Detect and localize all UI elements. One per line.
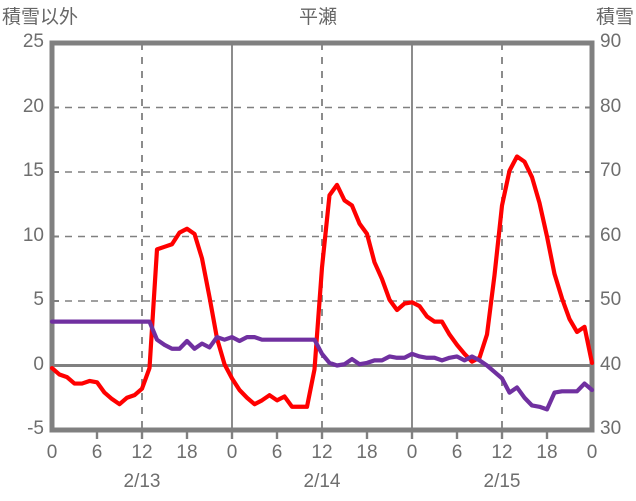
right-axis-title: 積雪 bbox=[595, 7, 634, 28]
x-tick-2: 12 bbox=[131, 442, 153, 463]
y-left-tick--5: -5 bbox=[27, 418, 44, 439]
series-lines-group bbox=[49, 154, 595, 412]
day-label-2-13: 2/13 bbox=[123, 471, 161, 492]
y-left-tick-5: 5 bbox=[33, 289, 44, 310]
x-tick-5: 6 bbox=[271, 442, 283, 463]
x-tick-8: 0 bbox=[406, 442, 418, 463]
y-right-tick-70: 70 bbox=[600, 160, 622, 181]
x-tick-0: 0 bbox=[46, 442, 58, 463]
y-right-tick-80: 80 bbox=[600, 95, 622, 117]
y-left-tick-25: 25 bbox=[22, 31, 44, 52]
x-tick-10: 12 bbox=[491, 442, 513, 463]
chart-title: 平瀬 bbox=[298, 7, 337, 28]
y-left-tick-20: 20 bbox=[22, 95, 44, 117]
x-tick-3: 18 bbox=[176, 442, 198, 463]
x-tick-9: 6 bbox=[451, 442, 463, 463]
day-label-2-14: 2/14 bbox=[303, 471, 341, 492]
y-left-tick-0: 0 bbox=[33, 353, 44, 375]
x-tick-4: 0 bbox=[226, 442, 238, 463]
y-left-tick-15: 15 bbox=[22, 160, 44, 181]
series-line-red bbox=[49, 154, 595, 409]
gridlines-group bbox=[52, 43, 592, 430]
y-right-tick-90: 90 bbox=[600, 31, 622, 52]
y-right-tick-60: 60 bbox=[600, 224, 622, 246]
x-tick-12: 0 bbox=[586, 442, 598, 463]
y-left-tick-10: 10 bbox=[22, 224, 44, 246]
day-label-2-15: 2/15 bbox=[483, 471, 521, 492]
series-line-purple bbox=[49, 319, 595, 412]
left-axis-title: 積雪以外 bbox=[2, 7, 79, 28]
x-tick-6: 12 bbox=[311, 442, 333, 463]
y-right-tick-40: 40 bbox=[600, 353, 622, 375]
x-tick-11: 18 bbox=[536, 442, 558, 463]
axis-ticks bbox=[52, 106, 592, 439]
x-tick-7: 18 bbox=[356, 442, 378, 463]
x-tick-1: 6 bbox=[91, 442, 103, 463]
y-right-tick-30: 30 bbox=[600, 418, 622, 439]
y-right-tick-50: 50 bbox=[600, 289, 622, 310]
